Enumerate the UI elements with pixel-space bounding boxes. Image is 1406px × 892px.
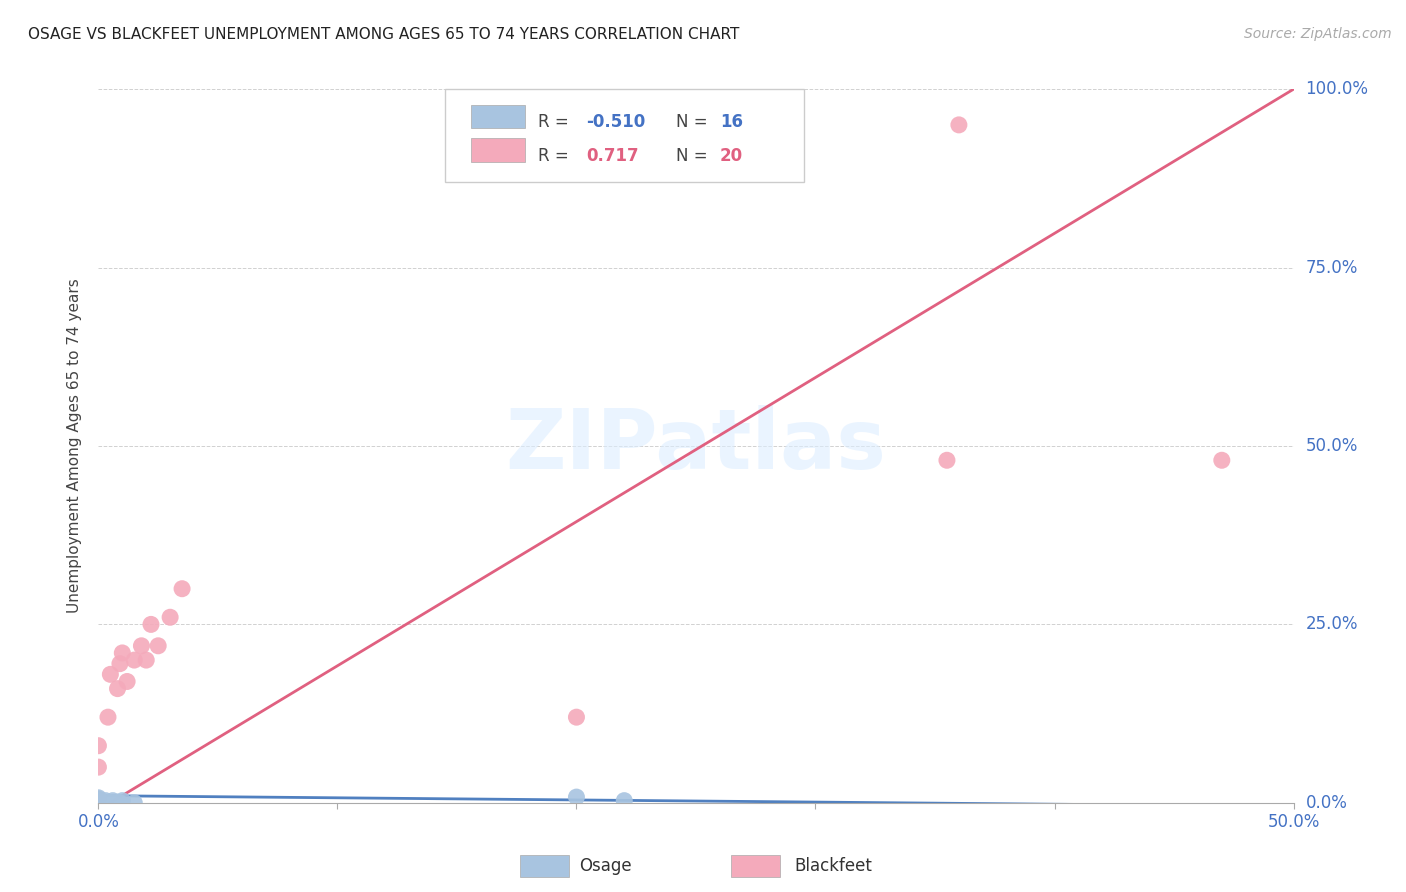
Text: Source: ZipAtlas.com: Source: ZipAtlas.com bbox=[1244, 27, 1392, 41]
Point bbox=[108, 657, 131, 671]
Point bbox=[87, 794, 110, 808]
Text: -0.510: -0.510 bbox=[586, 113, 645, 131]
Point bbox=[87, 790, 110, 805]
Point bbox=[124, 796, 146, 810]
Point bbox=[87, 796, 110, 810]
Text: ZIPatlas: ZIPatlas bbox=[506, 406, 886, 486]
FancyBboxPatch shape bbox=[471, 138, 524, 162]
Point bbox=[94, 794, 117, 808]
Text: N =: N = bbox=[676, 146, 713, 164]
Point bbox=[139, 617, 162, 632]
Text: R =: R = bbox=[538, 146, 574, 164]
Point bbox=[87, 792, 110, 806]
Text: 16: 16 bbox=[720, 113, 742, 131]
Point bbox=[87, 739, 110, 753]
Text: 100.0%: 100.0% bbox=[1305, 80, 1368, 98]
Text: 20: 20 bbox=[720, 146, 742, 164]
Point bbox=[115, 674, 138, 689]
Point bbox=[613, 794, 636, 808]
Point bbox=[98, 796, 122, 810]
Point bbox=[87, 792, 110, 806]
Point bbox=[948, 118, 970, 132]
Point bbox=[107, 796, 129, 810]
Point bbox=[111, 794, 134, 808]
Text: 25.0%: 25.0% bbox=[1305, 615, 1358, 633]
Point bbox=[565, 790, 588, 805]
Text: 0.717: 0.717 bbox=[586, 146, 638, 164]
Point bbox=[108, 796, 131, 810]
Point bbox=[98, 667, 122, 681]
Point bbox=[135, 653, 157, 667]
Point bbox=[111, 646, 134, 660]
Text: Osage: Osage bbox=[579, 857, 631, 875]
Point bbox=[172, 582, 194, 596]
Text: N =: N = bbox=[676, 113, 713, 131]
Point bbox=[87, 796, 110, 810]
Point bbox=[94, 796, 117, 810]
Text: OSAGE VS BLACKFEET UNEMPLOYMENT AMONG AGES 65 TO 74 YEARS CORRELATION CHART: OSAGE VS BLACKFEET UNEMPLOYMENT AMONG AG… bbox=[28, 27, 740, 42]
Text: Blackfeet: Blackfeet bbox=[794, 857, 872, 875]
Text: 50.0%: 50.0% bbox=[1305, 437, 1358, 455]
Text: R =: R = bbox=[538, 113, 574, 131]
Point bbox=[101, 794, 124, 808]
Point bbox=[935, 453, 957, 467]
Point bbox=[1211, 453, 1233, 467]
Point bbox=[87, 760, 110, 774]
FancyBboxPatch shape bbox=[471, 105, 524, 128]
Point bbox=[97, 710, 120, 724]
Text: 75.0%: 75.0% bbox=[1305, 259, 1358, 277]
Point bbox=[159, 610, 181, 624]
Point bbox=[148, 639, 170, 653]
Point bbox=[124, 653, 146, 667]
Point bbox=[87, 794, 110, 808]
Text: 0.0%: 0.0% bbox=[1305, 794, 1347, 812]
Point bbox=[565, 710, 588, 724]
FancyBboxPatch shape bbox=[444, 89, 804, 182]
Point bbox=[107, 681, 129, 696]
Y-axis label: Unemployment Among Ages 65 to 74 years: Unemployment Among Ages 65 to 74 years bbox=[67, 278, 83, 614]
Point bbox=[131, 639, 153, 653]
